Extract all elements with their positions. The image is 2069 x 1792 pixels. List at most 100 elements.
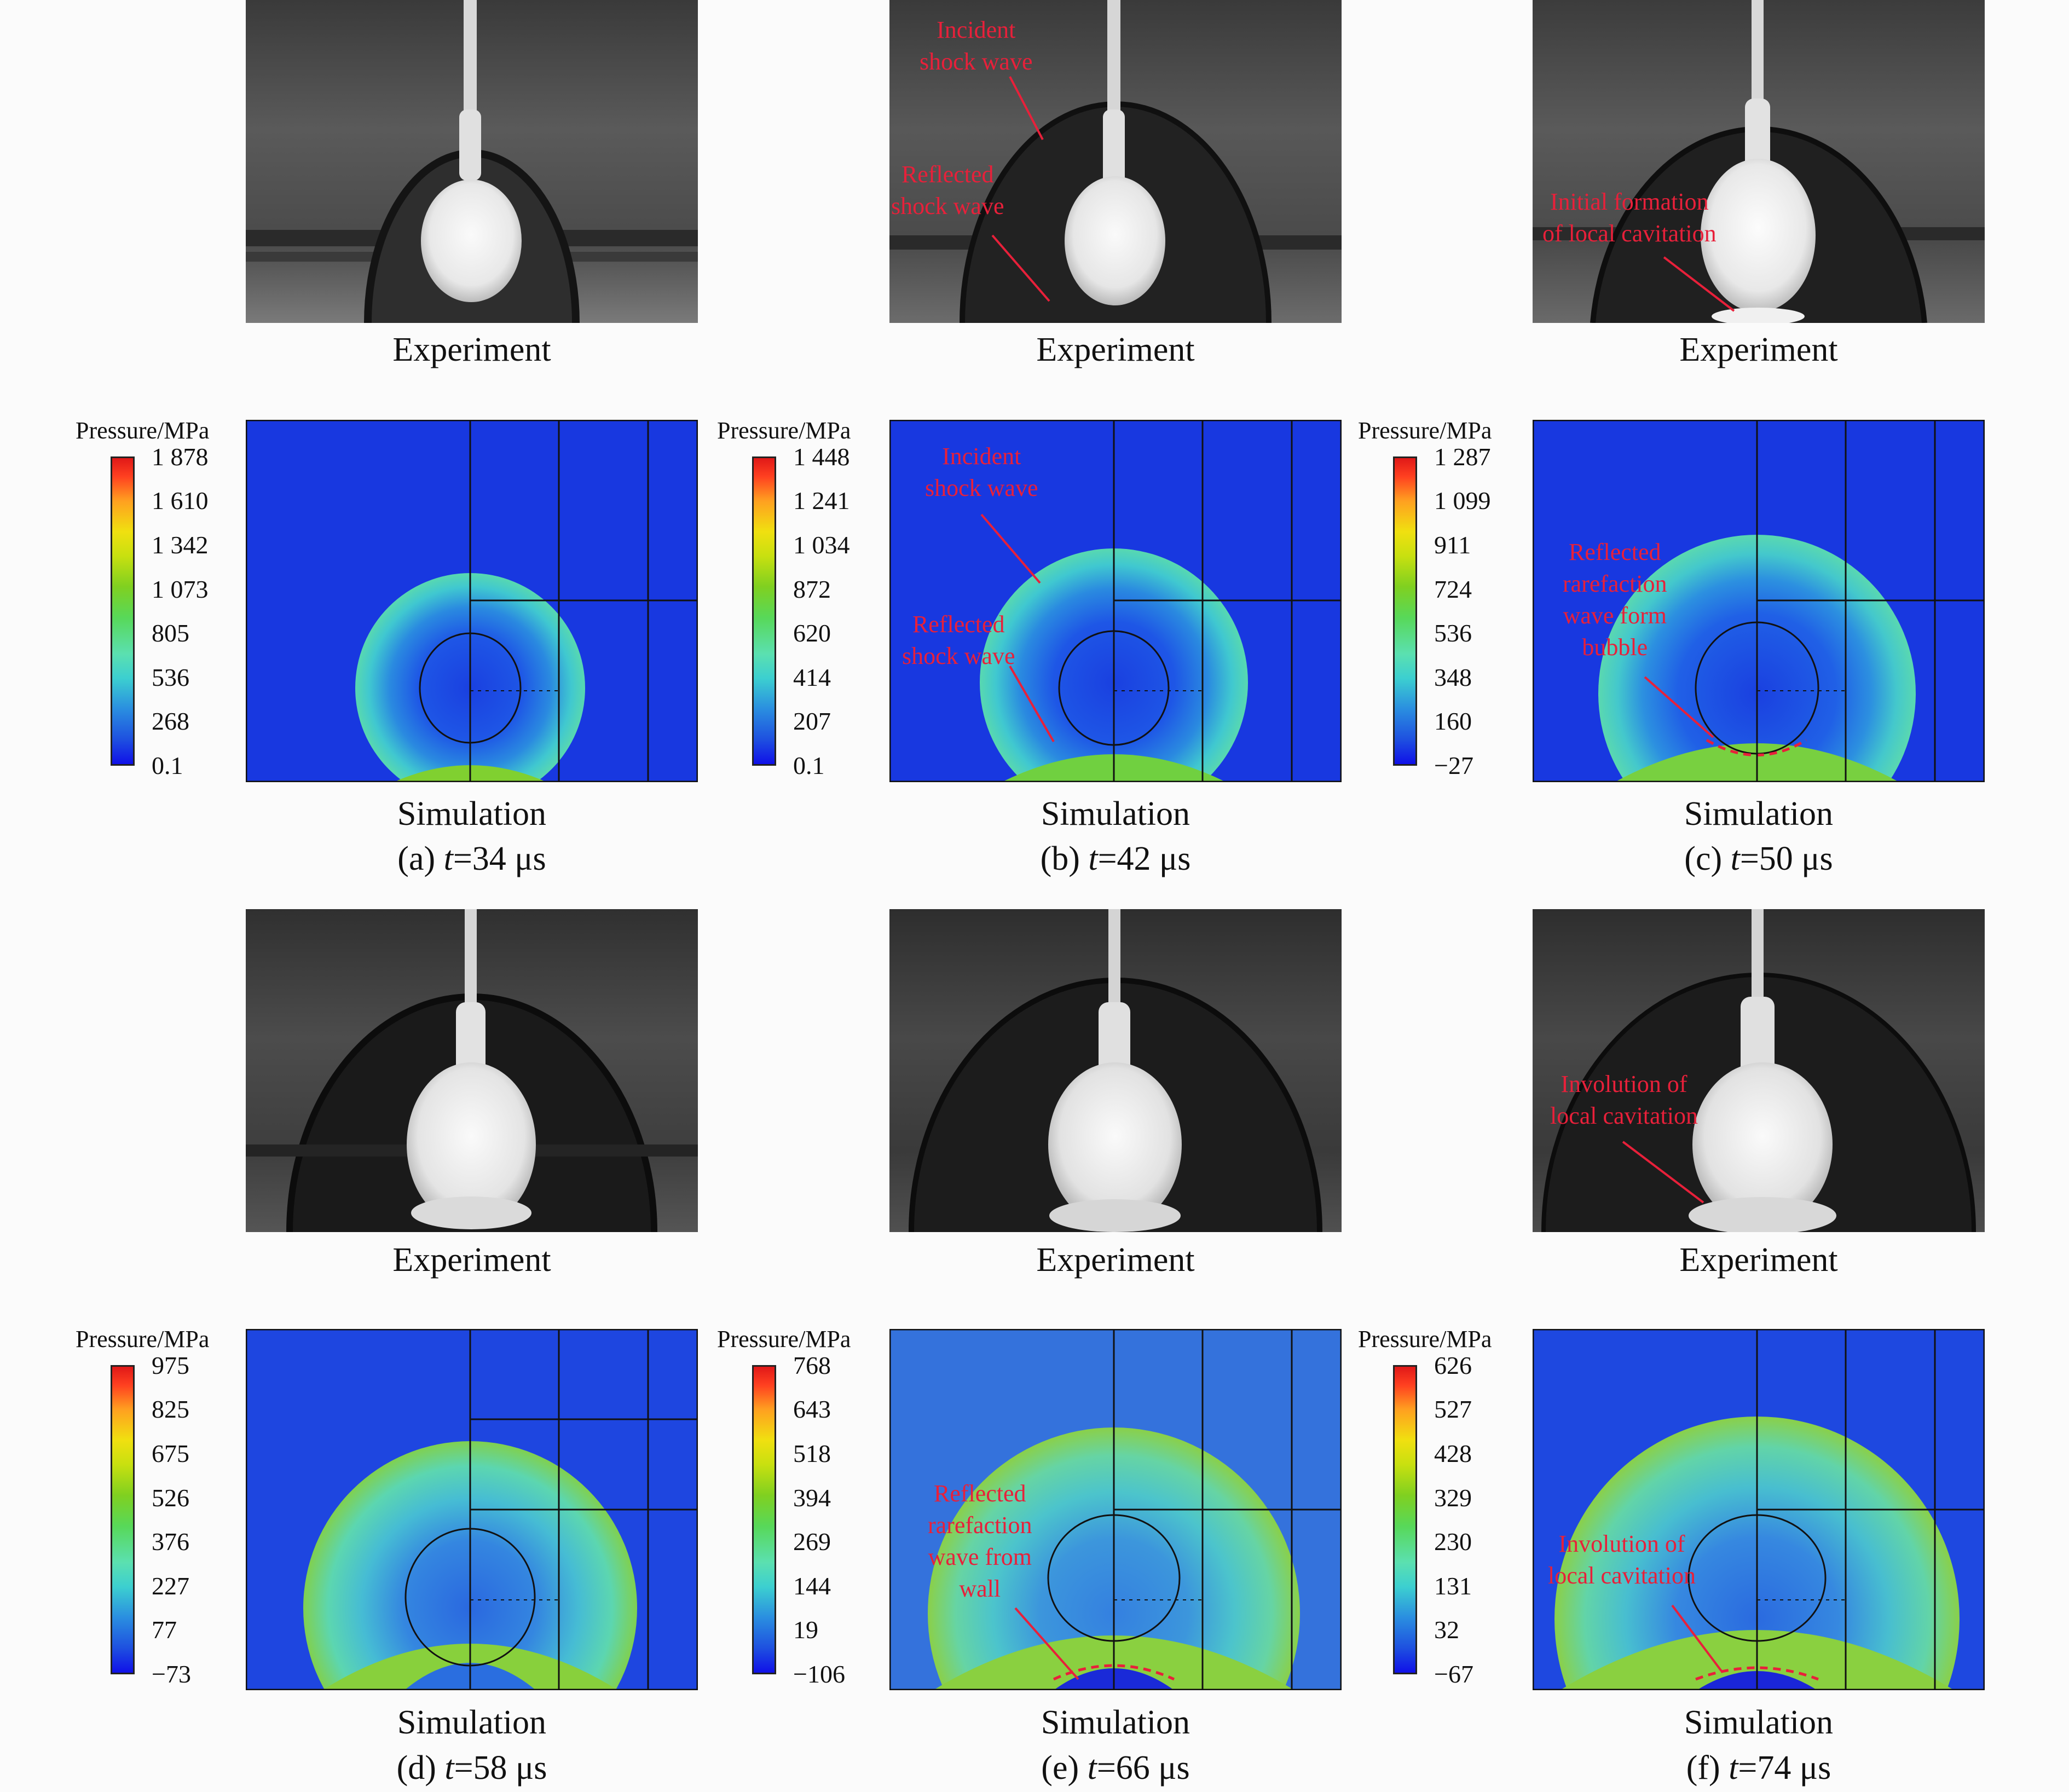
annotation-rarefaction-wall-sim-e: Reflected rarefaction wave from wall — [928, 1480, 1032, 1602]
experiment-label-b: Experiment — [1036, 331, 1195, 368]
colorbar-label: 1 610 — [152, 487, 209, 515]
colorbar-gradient — [752, 1365, 776, 1674]
simulation-image-f — [1533, 1329, 1985, 1690]
simulation-label-f: Simulation — [1684, 1704, 1834, 1741]
colorbar-label: −73 — [152, 1660, 191, 1688]
colorbar-label: 1 287 — [1434, 443, 1491, 471]
colorbar-label: 77 — [152, 1616, 177, 1644]
caption-prefix: (d) — [396, 1749, 445, 1787]
caption-value: =34 μs — [453, 840, 546, 877]
colorbar-label: 348 — [1434, 663, 1472, 691]
colorbar-label: 0.1 — [793, 752, 825, 779]
colorbar-label: 527 — [1434, 1395, 1472, 1423]
colorbar-label: 268 — [152, 707, 189, 735]
experiment-label-a: Experiment — [392, 331, 551, 368]
annotation-reflected-shock-sim-b: Reflected shock wave — [902, 611, 1015, 669]
colorbar-label: 1 448 — [793, 443, 850, 471]
simulation-image-e — [889, 1329, 1342, 1690]
colorbar-label: 329 — [1434, 1484, 1472, 1512]
colorbar-label: 805 — [152, 619, 189, 647]
simulation-label-c: Simulation — [1684, 795, 1834, 833]
colorbar-gradient — [1393, 1365, 1417, 1674]
colorbar-label: 872 — [793, 575, 831, 603]
annotation-reflected-shock-exp-b: Reflected shock wave — [891, 161, 1004, 219]
caption-t-symbol: t — [1088, 840, 1098, 877]
colorbar-label: 414 — [793, 663, 831, 691]
caption-value: =42 μs — [1097, 840, 1191, 877]
annotation-involution-sim-f: Involution of local cavitation — [1548, 1530, 1696, 1589]
simulation-image-c — [1533, 420, 1985, 782]
colorbar-label: 131 — [1434, 1572, 1472, 1600]
simulation-label-b: Simulation — [1041, 795, 1190, 833]
colorbar-label: 207 — [793, 707, 831, 735]
experiment-label-f: Experiment — [1679, 1241, 1838, 1279]
caption-prefix: (e) — [1041, 1749, 1088, 1787]
subfigure-caption-c: (c) t=50 μs — [1533, 840, 1985, 878]
simulation-image-a — [246, 420, 698, 782]
caption-prefix: (b) — [1040, 840, 1089, 877]
experiment-image-c — [1533, 0, 1985, 323]
colorbar-label: 911 — [1434, 531, 1471, 559]
simulation-label-d: Simulation — [397, 1704, 547, 1741]
caption-value: =58 μs — [454, 1749, 547, 1787]
colorbar-b: Pressure/MPa 1 448 1 241 1 034 872 620 4… — [717, 417, 916, 779]
experiment-image-d — [246, 909, 698, 1232]
colorbar-a: Pressure/MPa 1 878 1 610 1 342 1 073 805… — [76, 417, 275, 779]
colorbar-label: 1 342 — [152, 531, 209, 559]
colorbar-label: 32 — [1434, 1616, 1459, 1644]
colorbar-label: 620 — [793, 619, 831, 647]
simulation-image-d — [246, 1329, 698, 1690]
colorbar-f: Pressure/MPa 626 527 428 329 230 131 32 … — [1358, 1326, 1557, 1688]
subfigure-caption-d: (d) t=58 μs — [246, 1749, 698, 1787]
colorbar-label: −27 — [1434, 752, 1473, 779]
colorbar-label: 19 — [793, 1616, 818, 1644]
caption-prefix: (a) — [397, 840, 444, 877]
annotation-involution-exp-f: Involution of local cavitation — [1550, 1071, 1698, 1129]
subfigure-caption-e: (e) t=66 μs — [889, 1749, 1342, 1787]
colorbar-label: 975 — [152, 1351, 189, 1379]
annotation-initial-cavitation-exp-c: Initial formation of local cavitation — [1542, 188, 1717, 247]
caption-prefix: (f) — [1686, 1749, 1729, 1787]
caption-t-symbol: t — [443, 840, 453, 877]
caption-value: =50 μs — [1739, 840, 1833, 877]
colorbar-label: 227 — [152, 1572, 189, 1600]
annotation-reflected-rarefaction-sim-c: Reflected rarefaction wave form bubble — [1563, 539, 1667, 661]
caption-t-symbol: t — [1730, 840, 1740, 877]
colorbar-label: 1 878 — [152, 443, 209, 471]
colorbar-title: Pressure/MPa — [1358, 1326, 1492, 1352]
colorbar-label: 825 — [152, 1395, 189, 1423]
experiment-image-a — [246, 0, 698, 323]
experiment-image-f — [1533, 909, 1985, 1232]
colorbar-title: Pressure/MPa — [1358, 417, 1492, 444]
colorbar-title: Pressure/MPa — [76, 417, 210, 444]
colorbar-label: 643 — [793, 1395, 831, 1423]
caption-t-symbol: t — [1087, 1749, 1097, 1787]
caption-prefix: (c) — [1684, 840, 1731, 877]
colorbar-label: 1 241 — [793, 487, 850, 515]
caption-t-symbol: t — [1729, 1749, 1738, 1787]
subfigure-caption-b: (b) t=42 μs — [889, 840, 1342, 878]
experiment-label-e: Experiment — [1036, 1241, 1195, 1279]
simulation-label-e: Simulation — [1041, 1704, 1190, 1741]
colorbar-label: 526 — [152, 1484, 189, 1512]
experiment-image-b — [889, 0, 1342, 323]
simulation-label-a: Simulation — [397, 795, 547, 833]
colorbar-label: 0.1 — [152, 752, 183, 779]
colorbar-label: 428 — [1434, 1440, 1472, 1467]
colorbar-label: 376 — [152, 1528, 189, 1556]
colorbar-label: −106 — [793, 1660, 845, 1688]
colorbar-label: 1 073 — [152, 575, 209, 603]
subfigure-caption-a: (a) t=34 μs — [246, 840, 698, 878]
colorbar-d: Pressure/MPa 975 825 675 526 376 227 77 … — [76, 1326, 275, 1688]
colorbar-label: 626 — [1434, 1351, 1472, 1379]
colorbar-label: 394 — [793, 1484, 831, 1512]
colorbar-label: 160 — [1434, 707, 1472, 735]
colorbar-label: −67 — [1434, 1660, 1473, 1688]
colorbar-gradient — [1393, 456, 1417, 766]
experiment-label-d: Experiment — [392, 1241, 551, 1279]
colorbar-label: 536 — [1434, 619, 1472, 647]
subfigure-caption-f: (f) t=74 μs — [1533, 1749, 1985, 1787]
colorbar-label: 1 034 — [793, 531, 850, 559]
annotation-incident-shock-exp-b: Incident shock wave — [920, 16, 1033, 75]
colorbar-title: Pressure/MPa — [717, 1326, 851, 1352]
